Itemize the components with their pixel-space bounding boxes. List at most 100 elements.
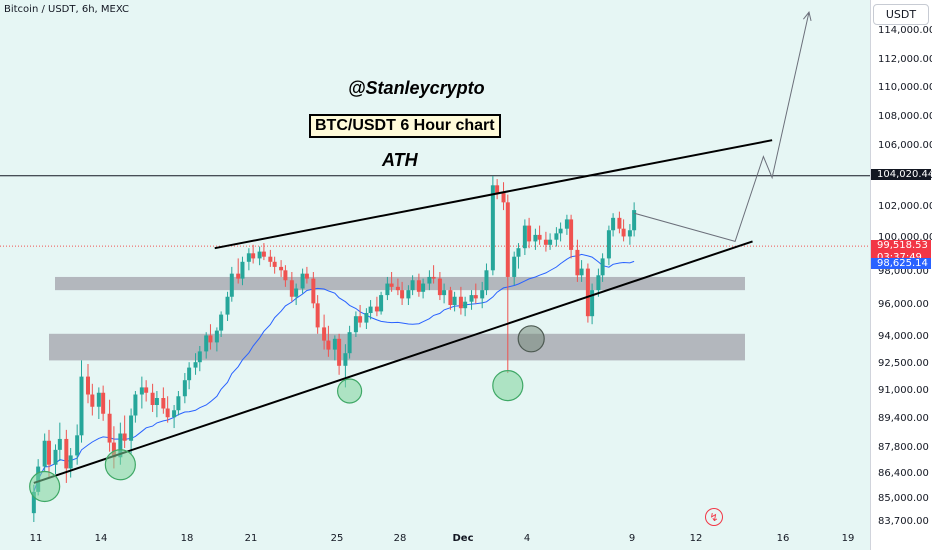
candle-body [579,268,584,276]
price-tick-label: 108,000.00 [878,111,932,122]
candle-body [42,440,47,467]
candle-body [400,290,405,299]
candle-body [337,338,342,366]
symbol-header: Bitcoin / USDT, 6h, MEXC [4,4,129,15]
currency-button[interactable]: USDT [873,4,929,25]
candle-body [473,295,478,299]
candle-body [111,442,116,458]
candle-body [548,239,553,245]
price-axis[interactable] [870,0,932,550]
candle-body [304,273,309,279]
date-tick-label: 4 [523,533,531,544]
candle-body [385,283,390,296]
date-tick-label: 9 [628,533,636,544]
candle-body [406,290,411,299]
candle-body [484,270,489,291]
candle-body [208,335,213,343]
candle-body [358,316,363,323]
candle-body [193,362,198,368]
date-tick-label: 14 [94,533,108,544]
trendlines [33,11,812,484]
candle-body [272,261,277,267]
candle-body [512,256,517,277]
candle-body [182,380,187,397]
price-tick-label: 98,000.00 [878,266,929,277]
candle-body [315,303,320,328]
candle-body [326,340,331,350]
support-touch-markers [29,325,545,503]
candle-body [107,413,112,443]
candle-body [129,415,134,441]
trendline-upper [214,139,773,250]
candle-body [219,314,224,331]
candle-body [537,234,542,240]
candle-body [257,251,262,259]
candle-body [133,394,138,416]
candle-body [261,251,266,257]
price-tick-label: 114,000.00 [878,25,932,36]
candle-body [75,435,80,456]
author-annotation: @Stanleycrypto [348,78,485,98]
candle-body [364,313,369,323]
candle-body [150,392,155,405]
candle-body [505,202,510,277]
candle-body [600,258,605,276]
candle-body [410,280,415,291]
candle-body [490,185,495,271]
candle-body [86,376,90,395]
candle-body [611,217,616,231]
candle-body [368,306,373,313]
price-tick-label: 106,000.00 [878,140,932,151]
candle-body [621,228,626,237]
candle-body [374,306,379,312]
last-price-value: 99,518.53 [877,240,928,252]
price-tick-label: 85,000.00 [878,493,929,504]
candle-body [617,217,622,229]
candle-body [527,225,532,242]
candle-body [606,230,611,259]
price-tick-label: 100,000.00 [878,232,932,243]
chart-title-annotation: BTC/USDT 6 Hour chart [309,114,501,138]
candle-body [596,275,601,291]
candle-body [501,193,506,203]
ath-price-label: 104,020.44 [871,168,932,180]
candle-body [421,283,426,292]
price-tick-label: 96,000.00 [878,299,929,310]
bar-countdown: 03:37:49 [877,252,931,264]
candle-body [214,330,219,343]
candle-body [448,290,453,305]
candle-body [161,398,166,409]
candle-body [118,433,123,458]
flash-icon[interactable]: ↯ [705,508,723,526]
candle-body [101,392,106,414]
candle-body [64,438,69,469]
price-tick-label: 94,000.00 [878,331,929,342]
candle-body [554,233,559,240]
price-tick-label: 110,000.00 [878,82,932,93]
candle-body [187,367,192,381]
candle-body [79,376,84,436]
candle-body [53,449,58,465]
ma-price-label: 98,625.14 [871,258,931,270]
date-tick-label: 28 [393,533,407,544]
date-tick-label: 19 [841,533,855,544]
candle-body [279,266,284,271]
candle-body [533,234,538,242]
candle-body [139,387,144,395]
candle-body [283,270,288,281]
candle-body [632,210,637,231]
ath-annotation: ATH [382,150,418,170]
support-zone [49,333,745,361]
candle-body [575,249,580,276]
date-tick-label: 18 [180,533,194,544]
support-touch-circle [337,378,363,404]
date-tick-label: Dec [452,533,474,544]
price-tick-label: 87,800.00 [878,442,929,453]
date-tick-label: 25 [330,533,344,544]
candle-body [236,273,241,279]
price-tick-label: 112,000.00 [878,54,932,65]
price-tick-label: 92,500.00 [878,358,929,369]
candle-body [322,327,327,341]
candle-body [31,491,36,514]
